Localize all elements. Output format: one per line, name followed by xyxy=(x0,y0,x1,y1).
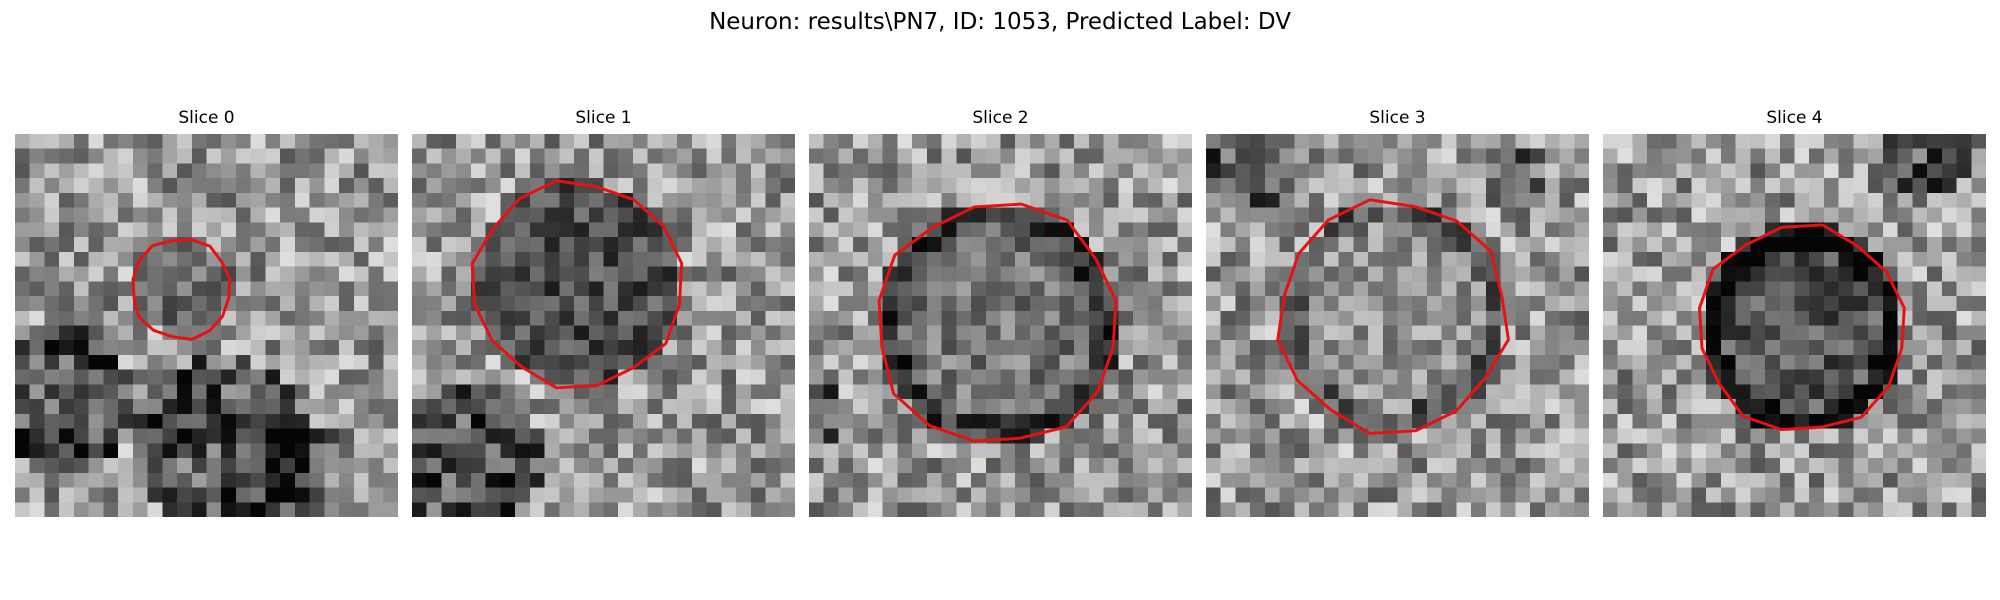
slice-3-contour-layer xyxy=(1276,198,1510,435)
slice-1-contour xyxy=(470,179,684,390)
slice-3-pixel-grid xyxy=(1206,134,1589,517)
slice-panel-0: Slice 0 xyxy=(15,105,398,517)
slice-title-2: Slice 2 xyxy=(972,108,1029,128)
slice-title-4: Slice 4 xyxy=(1766,108,1823,128)
slice-image-4 xyxy=(1603,134,1986,517)
slice-4-contour-layer xyxy=(1698,223,1906,432)
slice-image-1 xyxy=(412,134,795,517)
slice-4-contour xyxy=(1698,223,1906,432)
slice-title-3: Slice 3 xyxy=(1369,108,1426,128)
slice-image-3 xyxy=(1206,134,1589,517)
slice-image-2 xyxy=(809,134,1192,517)
slice-panel-2: Slice 2 xyxy=(809,105,1192,517)
slice-0-contour-layer xyxy=(131,238,232,341)
slice-title-0: Slice 0 xyxy=(178,108,235,128)
slice-0-pixel-grid xyxy=(15,134,398,517)
slice-panel-1: Slice 1 xyxy=(412,105,795,517)
slice-1-pixel-grid xyxy=(412,134,795,517)
slice-0-contour xyxy=(131,238,232,341)
slice-2-contour-layer xyxy=(877,202,1118,443)
slice-image-0 xyxy=(15,134,398,517)
figure-title: Neuron: results\PN7, ID: 1053, Predicted… xyxy=(709,9,1291,35)
slice-2-pixel-grid xyxy=(809,134,1192,517)
slice-1-contour-layer xyxy=(470,179,684,390)
slice-panel-4: Slice 4 xyxy=(1603,105,1986,517)
slice-3-contour xyxy=(1276,198,1510,435)
slice-4-pixel-grid xyxy=(1603,134,1986,517)
slice-panel-3: Slice 3 xyxy=(1206,105,1589,517)
slice-2-contour xyxy=(877,202,1118,443)
slice-title-1: Slice 1 xyxy=(575,108,632,128)
